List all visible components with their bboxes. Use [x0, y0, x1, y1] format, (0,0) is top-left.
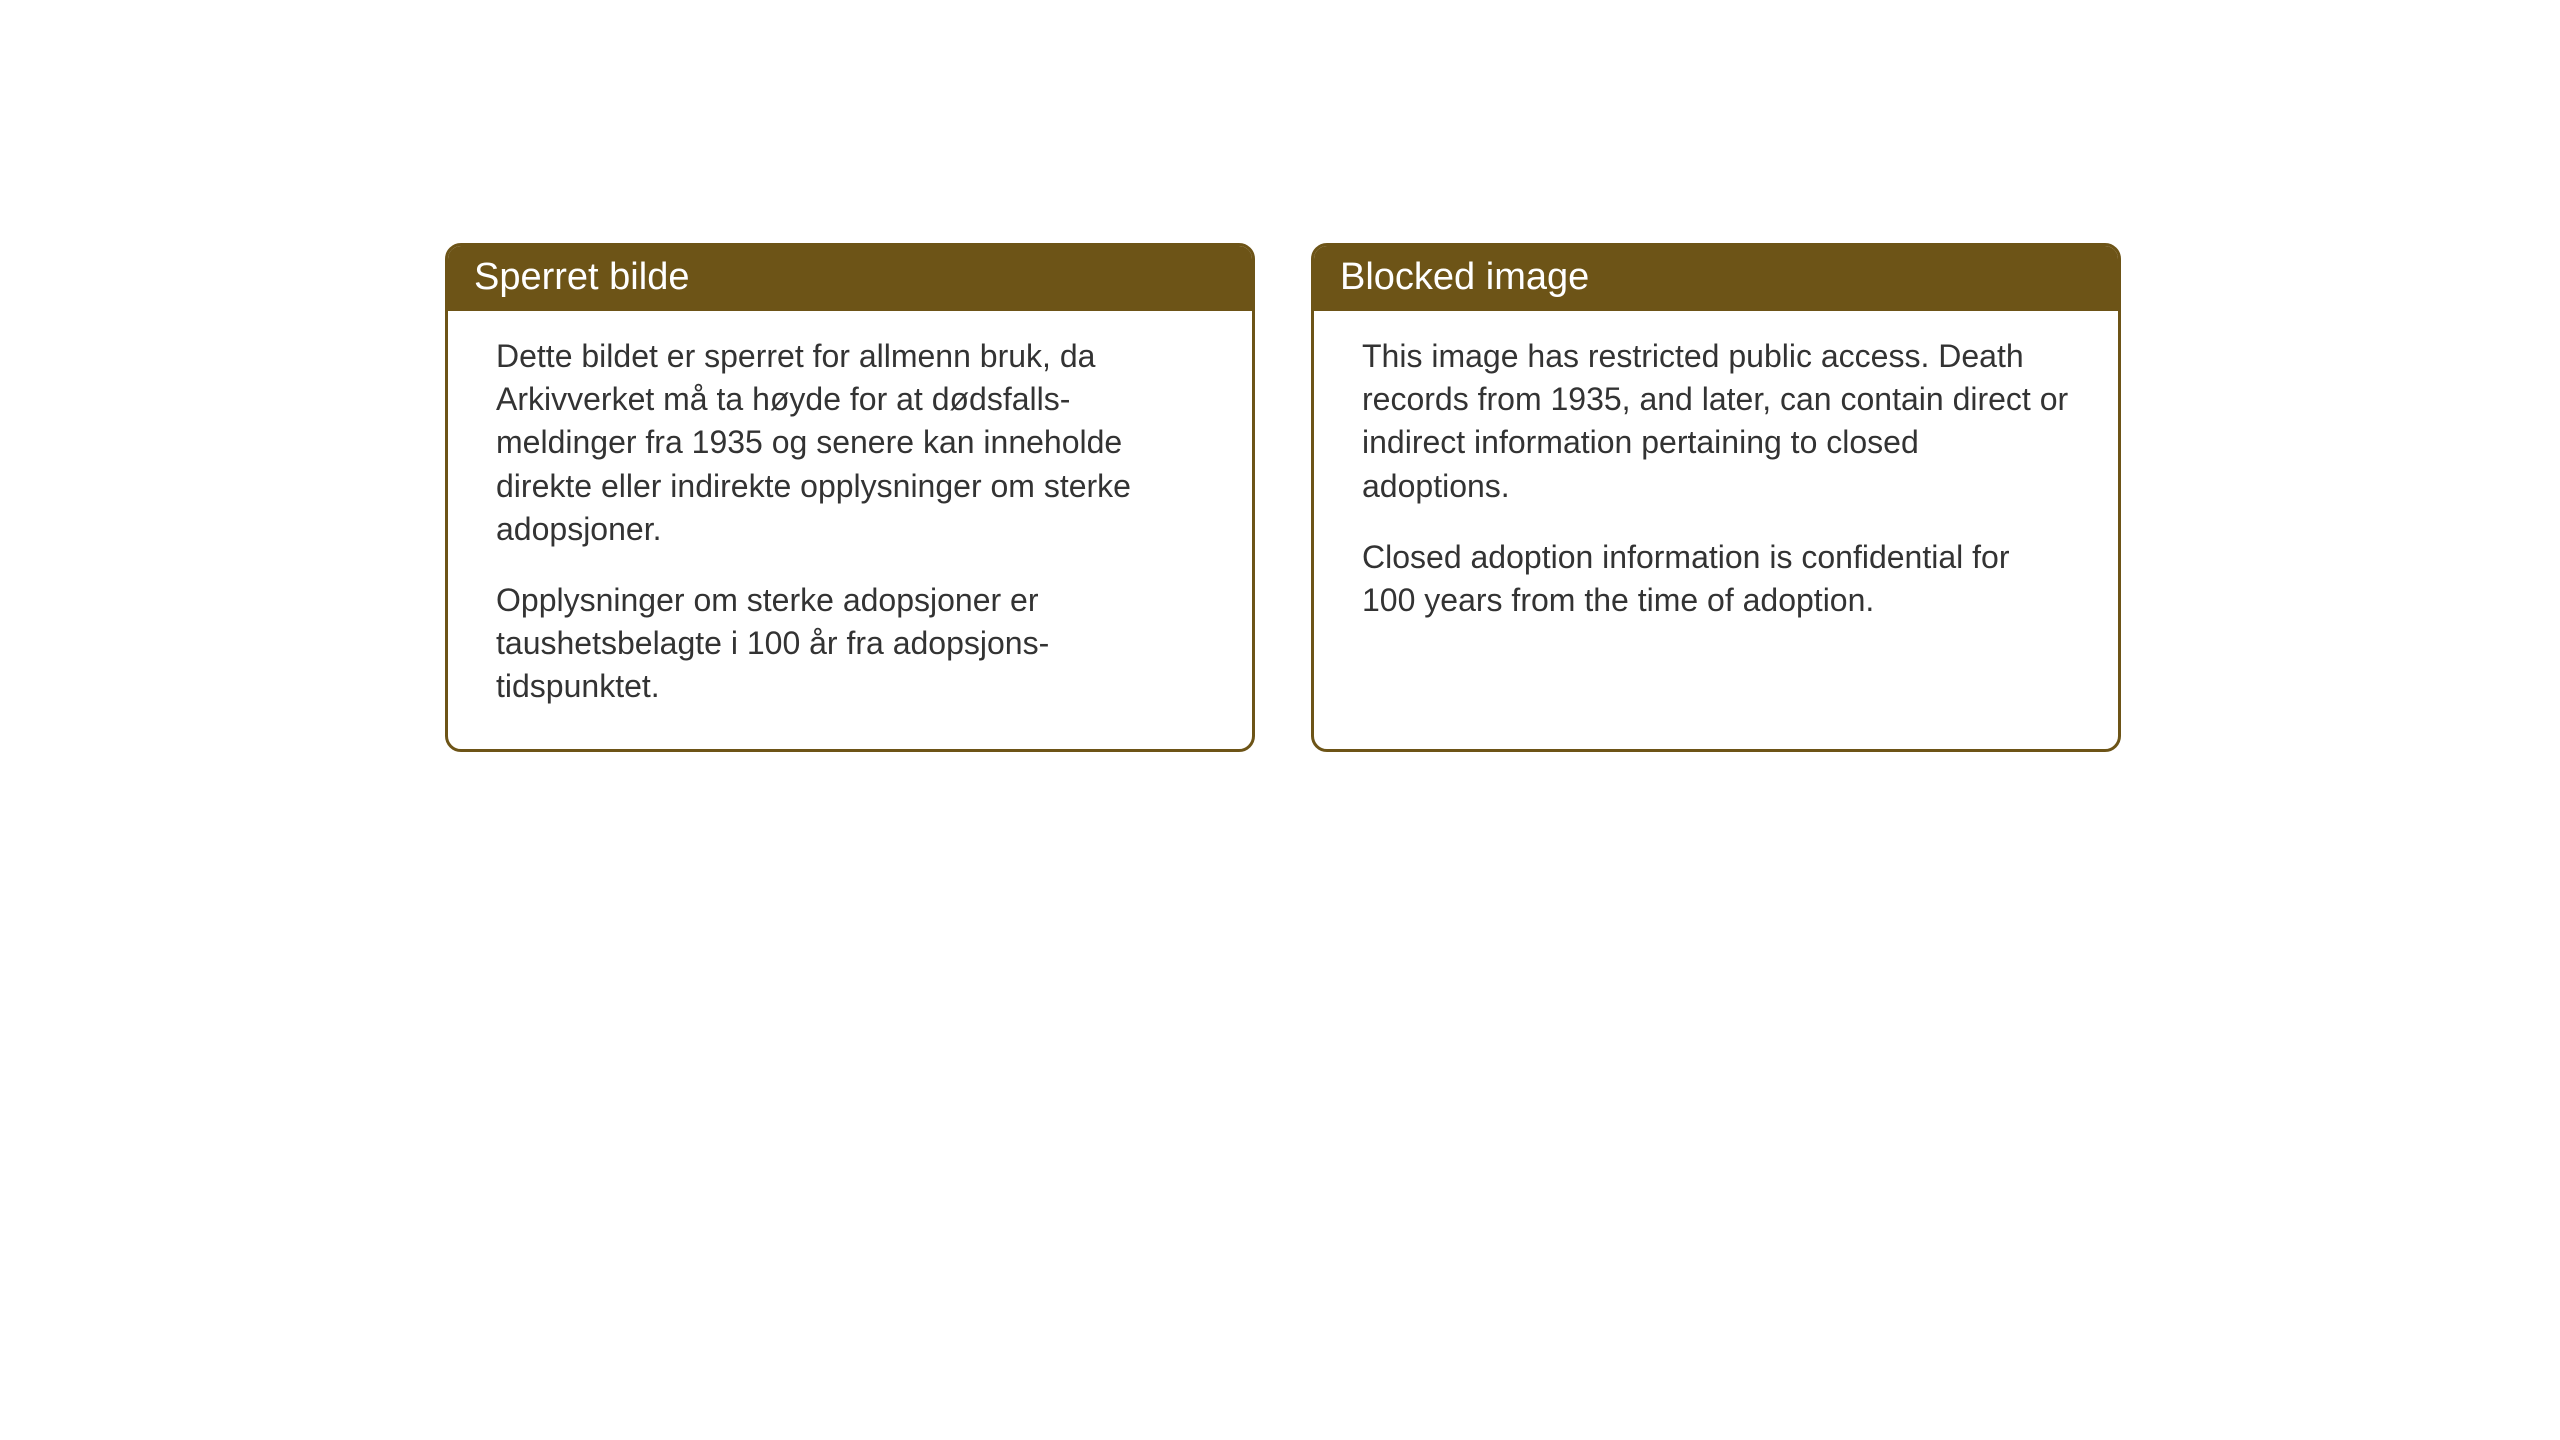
card-paragraph: This image has restricted public access.…: [1362, 335, 2070, 508]
card-header-english: Blocked image: [1314, 246, 2118, 311]
card-body-english: This image has restricted public access.…: [1314, 311, 2118, 662]
card-paragraph: Dette bildet er sperret for allmenn bruk…: [496, 335, 1204, 551]
card-paragraph: Opplysninger om sterke adopsjoner er tau…: [496, 579, 1204, 709]
notice-card-norwegian: Sperret bilde Dette bildet er sperret fo…: [445, 243, 1255, 752]
notice-card-english: Blocked image This image has restricted …: [1311, 243, 2121, 752]
notice-container: Sperret bilde Dette bildet er sperret fo…: [445, 243, 2121, 752]
card-header-norwegian: Sperret bilde: [448, 246, 1252, 311]
card-paragraph: Closed adoption information is confident…: [1362, 536, 2070, 622]
card-body-norwegian: Dette bildet er sperret for allmenn bruk…: [448, 311, 1252, 749]
